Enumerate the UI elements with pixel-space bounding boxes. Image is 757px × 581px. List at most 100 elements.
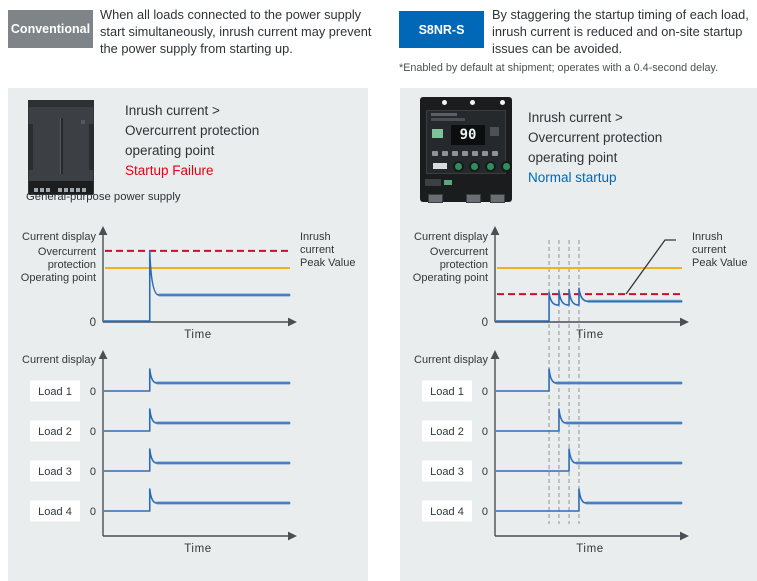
load-label-box [30,380,80,402]
peak-value-label: current [692,244,726,256]
load-current-curve [496,448,682,472]
load-label: Load 2 [38,426,72,438]
psu-terminals-right [58,179,88,197]
brand-mark [431,113,457,116]
load-label-box [30,460,80,482]
x-axis-label: Time [184,543,212,555]
model-text [431,118,465,121]
load-label-box [30,420,80,442]
load-current-curve [496,368,682,392]
chart-data-layer [496,239,683,344]
psu-side-tab [89,124,94,170]
y-axis-label: Current display [22,231,96,243]
button-row [432,151,498,156]
y-axis-label: Current display [414,231,488,243]
load-label: Load 2 [430,426,464,438]
y-axis-arrow-icon [98,226,108,235]
s8nrs-panel: 90 Inrush current > Overcurrent protecti… [400,88,757,581]
chart-labels: Current display Overcurrent protection O… [21,231,356,341]
x-axis-label: Time [576,543,604,555]
condition-line: Inrush current > [125,103,220,118]
s8nrs-description: By staggering the startup timing of each… [492,7,749,56]
conventional-load-currents-chart: Load 1 0 Load 2 0 Load 3 0 Load 4 0 Current dis… [22,350,297,555]
load-label: Load 4 [430,506,464,518]
peak-value-label: Peak Value [692,257,747,269]
power-label [425,179,441,186]
device-caption: General-purpose power supply [26,191,181,203]
load-current-curve [104,408,290,432]
load-current-curve [104,448,290,472]
psu-screw [81,120,85,124]
connector [428,194,443,203]
y-axis-arrow-icon [490,226,500,235]
condition-line: Overcurrent protection [125,123,260,138]
load-zero-label: 0 [90,386,96,398]
load-label: Load 1 [430,386,464,398]
axes [490,350,689,541]
peak-value-label: Inrush [300,231,331,243]
load-label-box [422,420,472,442]
s8nrs-result-text: Inrush current > Overcurrent protection … [528,108,662,188]
mounting-hole [500,100,505,105]
psu-vent-slot [60,118,63,174]
axes [98,226,297,327]
load-label: Load 3 [430,466,464,478]
s8nr-front-panel: 90 [426,110,512,174]
overcurrent-label: Overcurrent [38,246,96,258]
load-label-box [422,380,472,402]
condition-line: Overcurrent protection [528,130,663,145]
psu-side-tab [28,124,33,170]
current-curve [496,287,682,322]
overcurrent-label: Operating point [21,272,96,284]
load-zero-label: 0 [482,506,488,518]
chart-labels: Current display Time [22,354,212,555]
s8nrs-supply-current-chart: Current display Overcurrent protection O… [413,226,747,344]
output-led [444,180,452,185]
chart-data-layer: Load 1 0 Load 2 0 Load 3 0 Load 4 0 [422,346,683,524]
status-text: Normal startup [528,170,617,185]
x-axis-arrow-icon [288,317,297,327]
y-axis-arrow-icon [98,350,108,359]
origin-label: 0 [482,317,488,329]
mode-label [433,163,447,169]
status-led [432,129,443,138]
psu-terminal-strip [29,181,93,194]
overcurrent-label: Overcurrent [430,246,488,258]
load-current-curve [104,368,290,392]
load-label-box [422,500,472,522]
s8nrs-badge: S8NR-S [399,11,484,48]
mounting-hole [470,100,475,105]
load-label-box [30,500,80,522]
status-text: Startup Failure [125,163,214,178]
chart-data-layer: Load 1 0 Load 2 0 Load 3 0 Load 4 0 [30,368,291,522]
x-axis-arrow-icon [288,531,297,541]
conventional-supply-current-chart: Current display Overcurrent protection O… [21,226,356,341]
load-zero-label: 0 [482,426,488,438]
load-current-curve [496,408,682,432]
x-axis-arrow-icon [680,317,689,327]
load-zero-label: 0 [90,466,96,478]
chart-data-layer [104,249,291,322]
load-current-curve [104,488,290,512]
axes [98,350,297,541]
conventional-result-text: Inrush current > Overcurrent protection … [125,101,259,181]
load-label: Load 3 [38,466,72,478]
load-zero-label: 0 [482,466,488,478]
condition-line: operating point [125,143,215,158]
y-axis-label: Current display [414,354,488,366]
psu-top-strip [28,100,94,107]
load-zero-label: 0 [482,386,488,398]
peak-pointer-line [625,239,676,295]
peak-value-label: Inrush [692,231,723,243]
axes [490,226,689,327]
s8nrs-footnote: *Enabled by default at shipment; operate… [399,62,719,74]
seven-segment-display: 90 [451,125,485,145]
load-label: Load 1 [38,386,72,398]
condition-line: Inrush current > [528,110,623,125]
peak-value-label: current [300,244,334,256]
x-axis-label: Time [576,329,604,341]
overcurrent-label: protection [440,259,488,271]
power-supply-image [28,100,94,195]
connector [490,194,505,203]
s8nrs-load-currents-chart: Load 1 0 Load 2 0 Load 3 0 Load 4 0 Current dis… [414,346,689,555]
